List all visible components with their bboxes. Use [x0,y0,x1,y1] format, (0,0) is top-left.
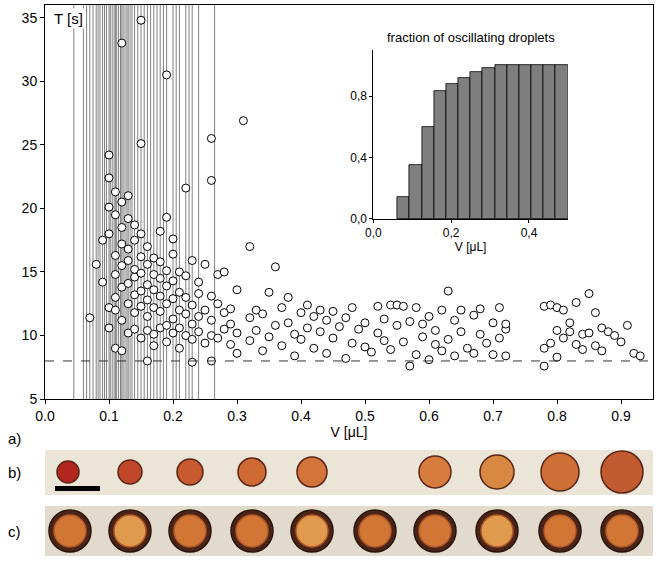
svg-text:V [μL]: V [μL] [331,424,368,440]
svg-text:0.1: 0.1 [99,408,119,424]
svg-text:15: 15 [22,264,38,280]
svg-text:0,0: 0,0 [365,226,382,240]
svg-text:20: 20 [22,200,38,216]
svg-text:25: 25 [22,137,38,153]
svg-text:0.6: 0.6 [419,408,439,424]
svg-text:0,4: 0,4 [350,151,367,165]
svg-text:V [μL]: V [μL] [455,240,487,254]
svg-text:0.9: 0.9 [611,408,631,424]
svg-text:0.3: 0.3 [227,408,247,424]
svg-text:0.8: 0.8 [547,408,567,424]
svg-text:0,8: 0,8 [350,89,367,103]
svg-text:0.2: 0.2 [163,408,183,424]
svg-text:30: 30 [22,73,38,89]
svg-text:0.5: 0.5 [355,408,375,424]
svg-text:0.0: 0.0 [35,408,55,424]
svg-text:0,4: 0,4 [521,226,538,240]
svg-text:0.4: 0.4 [291,408,311,424]
svg-text:fraction of oscillating drople: fraction of oscillating droplets [387,30,555,45]
svg-text:T [s]: T [s] [54,10,83,27]
svg-text:0.7: 0.7 [483,408,503,424]
svg-text:5: 5 [29,391,37,407]
svg-text:35: 35 [22,10,38,26]
svg-text:c): c) [8,523,21,540]
svg-text:0,0: 0,0 [350,212,367,226]
svg-text:10: 10 [22,327,38,343]
svg-text:a): a) [8,430,21,447]
svg-text:b): b) [8,464,21,481]
svg-text:0,2: 0,2 [443,226,460,240]
